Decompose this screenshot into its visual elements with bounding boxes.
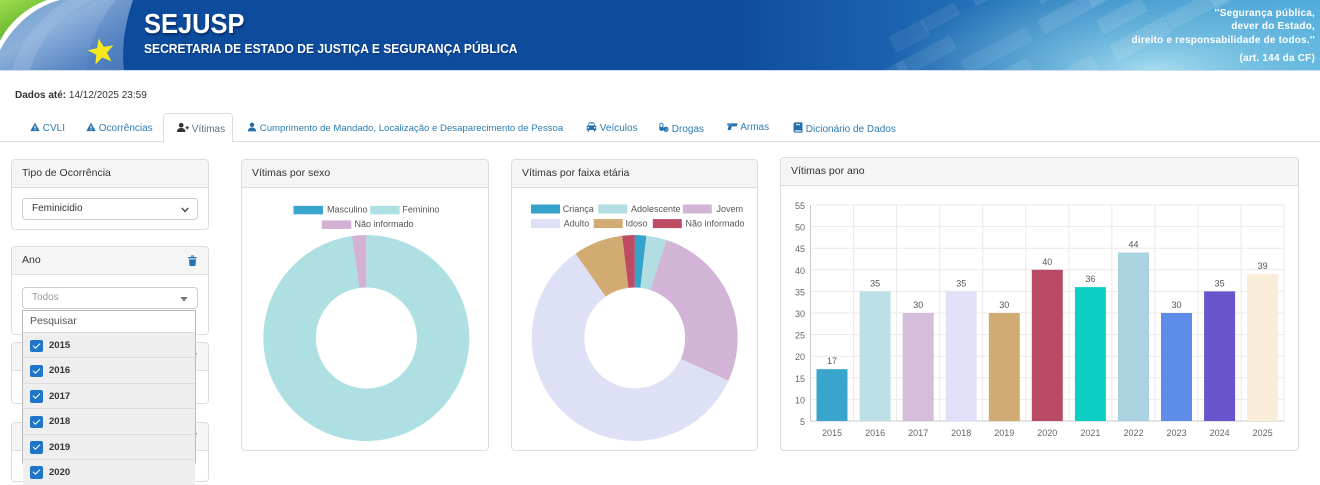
svg-text:17: 17: [827, 356, 837, 366]
svg-text:20: 20: [795, 352, 805, 362]
svg-text:2022: 2022: [1123, 428, 1143, 438]
svg-text:45: 45: [795, 244, 805, 254]
svg-text:2024: 2024: [1210, 428, 1230, 438]
svg-text:30: 30: [913, 300, 923, 310]
svg-text:15: 15: [795, 374, 805, 384]
svg-text:39: 39: [1258, 261, 1268, 271]
svg-text:Criança: Criança: [563, 204, 594, 214]
svg-text:Feminino: Feminino: [402, 205, 439, 215]
svg-text:Jovem: Jovem: [717, 204, 744, 214]
svg-text:30: 30: [795, 309, 805, 319]
svg-text:35: 35: [956, 278, 966, 288]
svg-text:50: 50: [795, 223, 805, 233]
svg-text:2018: 2018: [951, 428, 971, 438]
svg-text:44: 44: [1128, 240, 1138, 250]
svg-text:Masculino: Masculino: [327, 205, 368, 215]
svg-text:5: 5: [800, 417, 805, 427]
svg-text:Adulto: Adulto: [564, 218, 590, 228]
svg-text:Não informado: Não informado: [686, 218, 745, 228]
svg-text:40: 40: [1042, 257, 1052, 267]
svg-text:10: 10: [795, 395, 805, 405]
svg-text:2025: 2025: [1253, 428, 1273, 438]
svg-text:2021: 2021: [1080, 428, 1100, 438]
svg-text:30: 30: [999, 300, 1009, 310]
svg-text:Adolescente: Adolescente: [631, 204, 681, 214]
svg-text:2016: 2016: [865, 428, 885, 438]
svg-text:25: 25: [795, 331, 805, 341]
svg-text:35: 35: [1215, 278, 1225, 288]
svg-text:2019: 2019: [994, 428, 1014, 438]
svg-text:2020: 2020: [1037, 428, 1057, 438]
svg-text:36: 36: [1085, 274, 1095, 284]
svg-text:35: 35: [795, 287, 805, 297]
svg-text:2017: 2017: [908, 428, 928, 438]
svg-text:35: 35: [870, 278, 880, 288]
svg-text:40: 40: [795, 266, 805, 276]
svg-text:2023: 2023: [1166, 428, 1186, 438]
svg-text:Idoso: Idoso: [626, 218, 648, 228]
svg-text:Não informado: Não informado: [355, 219, 414, 229]
svg-text:2015: 2015: [822, 428, 842, 438]
svg-text:55: 55: [795, 201, 805, 211]
svg-text:30: 30: [1171, 300, 1181, 310]
